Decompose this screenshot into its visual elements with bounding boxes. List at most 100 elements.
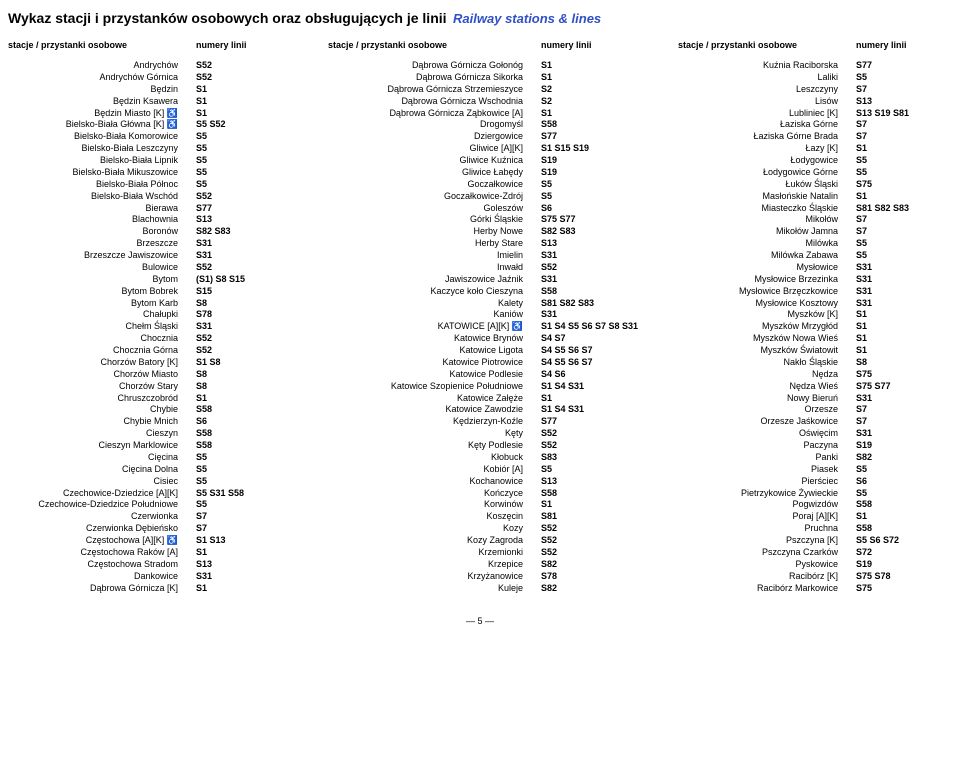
station-row: Bielsko-Biała LeszczynyS5 bbox=[8, 143, 328, 155]
station-row: BoronówS82 S83 bbox=[8, 226, 328, 238]
station-lines: S13 S19 S81 bbox=[838, 108, 960, 120]
station-name: Boronów bbox=[8, 226, 178, 238]
station-row: MilówkaS5 bbox=[678, 238, 960, 250]
station-name: Kłobuck bbox=[328, 452, 523, 464]
station-name: Kaniów bbox=[328, 309, 523, 321]
station-lines: S58 bbox=[838, 523, 960, 535]
station-row: Milówka ZabawaS5 bbox=[678, 250, 960, 262]
station-name: Bulowice bbox=[8, 262, 178, 274]
title-main: Wykaz stacji i przystanków osobowych ora… bbox=[8, 10, 447, 26]
station-lines: S8 bbox=[178, 298, 328, 310]
station-row: Kozy ZagrodaS52 bbox=[328, 535, 678, 547]
station-row: AndrychówS52 bbox=[8, 60, 328, 72]
station-row: LisówS13 bbox=[678, 96, 960, 108]
station-row: KaletyS81 S82 S83 bbox=[328, 298, 678, 310]
station-name: Dąbrowa Górnicza Sikorka bbox=[328, 72, 523, 84]
station-row: Myszków ŚwiatowitS1 bbox=[678, 345, 960, 357]
station-lines: S1 S13 bbox=[178, 535, 328, 547]
station-lines: S72 bbox=[838, 547, 960, 559]
station-name: Chybie Mnich bbox=[8, 416, 178, 428]
station-row: Lubliniec [K]S13 S19 S81 bbox=[678, 108, 960, 120]
station-name: Pszczyna Czarków bbox=[678, 547, 838, 559]
station-name: Katowice Szopienice Południowe bbox=[328, 381, 523, 393]
station-lines: S31 bbox=[178, 321, 328, 333]
station-lines: S1 bbox=[838, 333, 960, 345]
station-lines: S1 S4 S31 bbox=[523, 404, 678, 416]
station-lines: S52 bbox=[178, 333, 328, 345]
station-row: Pietrzykowice ŻywieckieS5 bbox=[678, 488, 960, 500]
station-row: Katowice LigotaS4 S5 S6 S7 bbox=[328, 345, 678, 357]
station-lines: S5 bbox=[178, 155, 328, 167]
station-name: Bytom Bobrek bbox=[8, 286, 178, 298]
station-row: Orzesze JaśkowiceS7 bbox=[678, 416, 960, 428]
station-name: Chybie bbox=[8, 404, 178, 416]
station-row: Gliwice ŁabędyS19 bbox=[328, 167, 678, 179]
station-lines: S31 bbox=[838, 262, 960, 274]
station-lines: S1 bbox=[838, 191, 960, 203]
station-name: Bielsko-Biała Lipnik bbox=[8, 155, 178, 167]
station-lines: S6 bbox=[523, 203, 678, 215]
station-name: Częstochowa [A][K] ♿ bbox=[8, 535, 178, 547]
station-lines: S7 bbox=[838, 226, 960, 238]
station-name: Mysłowice Kosztowy bbox=[678, 298, 838, 310]
station-row: ChoczniaS52 bbox=[8, 333, 328, 345]
station-name: Krzyżanowice bbox=[328, 571, 523, 583]
station-row: PruchnaS58 bbox=[678, 523, 960, 535]
col-header-lines: numery linii bbox=[523, 40, 678, 50]
station-lines: S2 bbox=[523, 96, 678, 108]
station-row: CieszynS58 bbox=[8, 428, 328, 440]
station-name: Krzepice bbox=[328, 559, 523, 571]
station-row: GoczałkowiceS5 bbox=[328, 179, 678, 191]
station-lines: S8 bbox=[838, 357, 960, 369]
station-name: Milówka Zabawa bbox=[678, 250, 838, 262]
station-name: Inwałd bbox=[328, 262, 523, 274]
station-name: Nowy Bieruń bbox=[678, 393, 838, 405]
station-lines: S5 bbox=[178, 464, 328, 476]
station-name: Nakło Śląskie bbox=[678, 357, 838, 369]
station-name: Kaczyce koło Cieszyna bbox=[328, 286, 523, 298]
station-row: Chorzów Batory [K]S1 S8 bbox=[8, 357, 328, 369]
station-lines: S4 S5 S6 S7 bbox=[523, 345, 678, 357]
station-lines: S52 bbox=[523, 535, 678, 547]
station-name: Katowice Ligota bbox=[328, 345, 523, 357]
station-lines: S5 S6 S72 bbox=[838, 535, 960, 547]
station-row: Bytom KarbS8 bbox=[8, 298, 328, 310]
station-row: Kobiór [A]S5 bbox=[328, 464, 678, 476]
station-name: Kobiór [A] bbox=[328, 464, 523, 476]
station-name: Laliki bbox=[678, 72, 838, 84]
station-name: Leszczyny bbox=[678, 84, 838, 96]
station-row: DankowiceS31 bbox=[8, 571, 328, 583]
station-lines: S31 bbox=[523, 309, 678, 321]
station-lines: S1 bbox=[523, 108, 678, 120]
station-name: Łodygowice Górne bbox=[678, 167, 838, 179]
station-name: Goleszów bbox=[328, 203, 523, 215]
station-lines: S52 bbox=[523, 523, 678, 535]
station-name: Kalety bbox=[328, 298, 523, 310]
station-name: Bielsko-Biała Mikuszowice bbox=[8, 167, 178, 179]
station-name: Cisiec bbox=[8, 476, 178, 488]
station-row: Mikołów JamnaS7 bbox=[678, 226, 960, 238]
station-name: Orzesze bbox=[678, 404, 838, 416]
station-name: Dankowice bbox=[8, 571, 178, 583]
station-name: Łazy [K] bbox=[678, 143, 838, 155]
station-row: Bielsko-Biała WschódS52 bbox=[8, 191, 328, 203]
station-name: Drogomyśl bbox=[328, 119, 523, 131]
station-row: KulejeS82 bbox=[328, 583, 678, 595]
station-lines: S58 bbox=[523, 119, 678, 131]
station-row: Będzin Miasto [K] ♿S1 bbox=[8, 108, 328, 120]
station-row: BrzeszczeS31 bbox=[8, 238, 328, 250]
station-lines: S1 bbox=[178, 96, 328, 108]
station-row: DziergowiceS77 bbox=[328, 131, 678, 143]
station-lines: S7 bbox=[838, 214, 960, 226]
station-lines: S58 bbox=[838, 499, 960, 511]
station-row: ChybieS58 bbox=[8, 404, 328, 416]
station-name: KATOWICE [A][K] ♿ bbox=[328, 321, 523, 333]
station-lines: (S1) S8 S15 bbox=[178, 274, 328, 286]
station-lines: S5 bbox=[838, 167, 960, 179]
station-lines: S31 bbox=[178, 250, 328, 262]
station-lines: S58 bbox=[178, 440, 328, 452]
station-name: Bielsko-Biała Leszczyny bbox=[8, 143, 178, 155]
station-lines: S13 bbox=[178, 214, 328, 226]
station-name: Pietrzykowice Żywieckie bbox=[678, 488, 838, 500]
station-lines: S31 bbox=[838, 286, 960, 298]
